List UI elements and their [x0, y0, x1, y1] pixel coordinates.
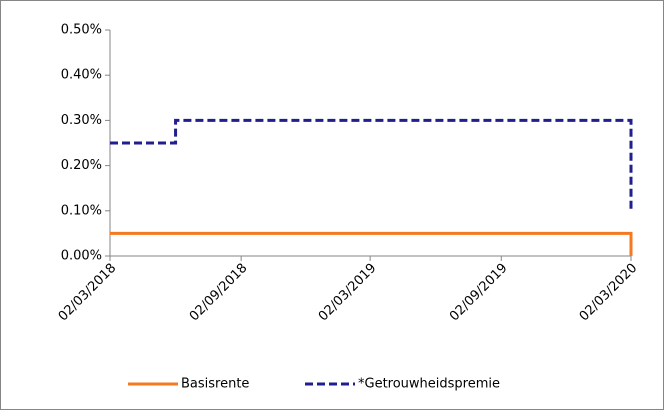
y-tick-label: 0.00%	[61, 249, 102, 264]
y-tick-label: 0.20%	[61, 158, 102, 173]
y-tick-label: 0.40%	[61, 68, 102, 83]
y-tick-label: 0.50%	[61, 23, 102, 38]
series-line	[110, 118, 633, 211]
series-line	[110, 231, 633, 256]
y-tick-label: 0.30%	[61, 113, 102, 128]
legend-label: Basisrente	[181, 377, 249, 392]
y-tick-label: 0.10%	[61, 203, 102, 218]
legend-label: *Getrouwheidspremie	[358, 377, 500, 392]
